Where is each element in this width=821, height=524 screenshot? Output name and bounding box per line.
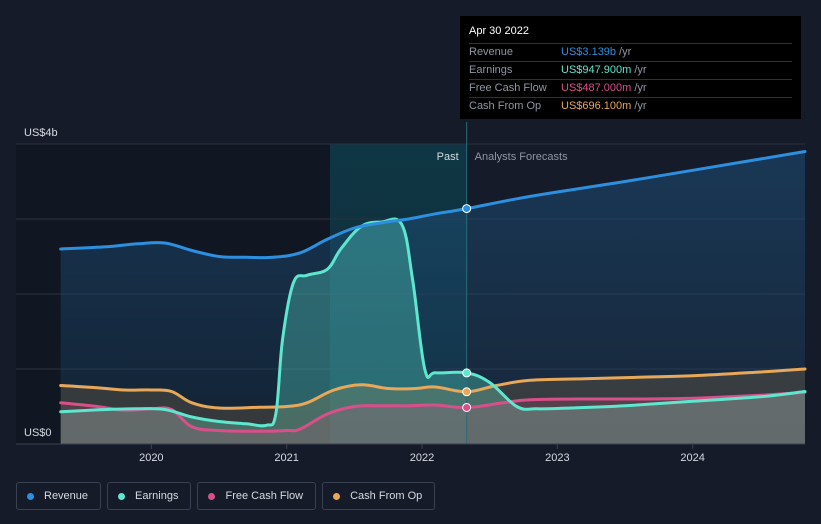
- y-tick-label-top: US$4b: [24, 127, 58, 139]
- x-tick-label: 2023: [545, 452, 569, 464]
- revenue-area: [60, 151, 805, 444]
- forecast-label: Analysts Forecasts: [475, 151, 568, 163]
- legend-label: Revenue: [44, 490, 89, 502]
- legend-item-free-cash-flow[interactable]: Free Cash Flow: [197, 482, 317, 510]
- series-lines: [59, 150, 807, 433]
- earnings-marker: [462, 368, 472, 378]
- tooltip-unit: /yr: [634, 64, 647, 76]
- free-cash-flow-marker: [462, 402, 472, 412]
- tooltip-value: US$696.100m: [561, 100, 632, 112]
- revenue-marker: [462, 204, 472, 214]
- tooltip: Apr 30 2022 Revenue US$3.139b /yr Earnin…: [460, 16, 801, 119]
- legend-dot-icon: [333, 492, 341, 500]
- legend: Revenue Earnings Free Cash Flow Cash Fro…: [16, 482, 436, 510]
- tooltip-row-cash-from-op: Cash From Op US$696.100m /yr: [469, 97, 792, 115]
- tooltip-row-earnings: Earnings US$947.900m /yr: [469, 61, 792, 79]
- series-markers: [462, 204, 472, 412]
- earnings-area: [60, 218, 805, 444]
- tooltip-value: US$947.900m: [561, 64, 632, 76]
- tooltip-label: Free Cash Flow: [469, 82, 547, 94]
- tooltip-unit: /yr: [634, 82, 647, 94]
- past-label: Past: [437, 151, 459, 163]
- legend-dot-icon: [27, 492, 34, 500]
- x-tick-label: 2022: [410, 452, 434, 464]
- free-cash-flow-line: [59, 390, 807, 433]
- legend-item-revenue[interactable]: Revenue: [16, 482, 102, 510]
- revenue-line: [59, 150, 807, 260]
- tooltip-unit: /yr: [634, 100, 647, 112]
- tooltip-label: Revenue: [469, 46, 514, 58]
- tooltip-unit: /yr: [619, 46, 632, 58]
- tooltip-row-revenue: Revenue US$3.139b /yr: [469, 43, 792, 61]
- legend-label: Free Cash Flow: [225, 490, 304, 502]
- x-tick-label: 2024: [680, 452, 704, 464]
- tooltip-value: US$487.000m: [561, 82, 632, 94]
- tooltip-date: Apr 30 2022: [469, 25, 529, 37]
- x-tick-label: 2020: [139, 452, 163, 464]
- cash-from-op-line: [59, 367, 807, 410]
- x-axis-ticks: 2020 2021 2022 2023 2024: [139, 444, 705, 464]
- tooltip-row-free-cash-flow: Free Cash Flow US$487.000m /yr: [469, 79, 792, 97]
- legend-label: Cash From Op: [350, 490, 423, 502]
- legend-dot-icon: [118, 492, 126, 500]
- legend-item-earnings[interactable]: Earnings: [107, 482, 192, 510]
- x-tick-label: 2021: [274, 452, 298, 464]
- legend-dot-icon: [208, 492, 216, 500]
- tooltip-label: Earnings: [469, 64, 513, 76]
- cash-from-op-marker: [462, 387, 472, 397]
- tooltip-label: Cash From Op: [469, 100, 542, 112]
- legend-item-cash-from-op[interactable]: Cash From Op: [322, 482, 436, 510]
- legend-label: Earnings: [135, 490, 179, 502]
- y-tick-label-bottom: US$0: [24, 427, 52, 439]
- tooltip-value: US$3.139b: [561, 46, 617, 58]
